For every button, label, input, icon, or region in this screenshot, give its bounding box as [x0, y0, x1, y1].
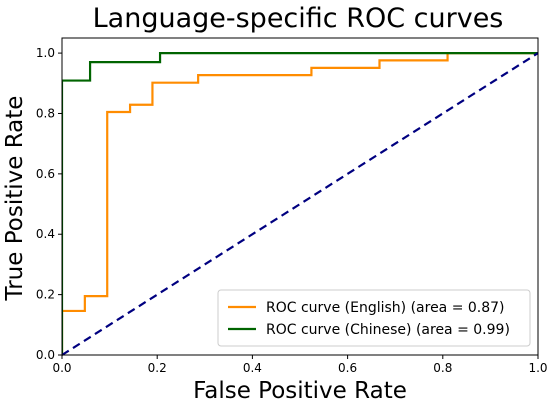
legend-label: ROC curve (Chinese) (area = 0.99): [266, 322, 510, 338]
y-tick-label: 1.0: [36, 46, 55, 60]
chance-diagonal-line: [62, 52, 539, 356]
x-tick-label: 1.0: [528, 361, 547, 375]
y-tick-label: 0.0: [36, 348, 55, 362]
y-tick-label: 0.2: [36, 288, 55, 302]
chart-title: Language-specific ROC curves: [93, 3, 504, 34]
y-tick-label: 0.8: [36, 106, 55, 120]
x-tick-label: 0.0: [52, 361, 71, 375]
x-tick-label: 0.6: [338, 361, 357, 375]
y-tick-label: 0.4: [36, 227, 55, 241]
roc-line-english: [62, 51, 538, 355]
x-tick-label: 0.8: [433, 361, 452, 375]
y-axis-label: True Positive Rate: [2, 96, 28, 302]
plot-frame: [61, 37, 539, 356]
plot-area: 0.0 0.2 0.4 0.6 0.8 1.0 0.0 0.2 0.4 0.6 0.8 1.0 ROC …: [36, 37, 548, 375]
roc-line-chinese: [62, 51, 538, 355]
x-tick-label: 0.4: [243, 361, 262, 375]
y-tick-label: 0.6: [36, 167, 55, 181]
legend-label: ROC curve (English) (area = 0.87): [266, 300, 505, 316]
x-tick-label: 0.2: [148, 361, 167, 375]
legend-box: [217, 289, 531, 347]
x-axis-label: False Positive Rate: [193, 378, 407, 404]
